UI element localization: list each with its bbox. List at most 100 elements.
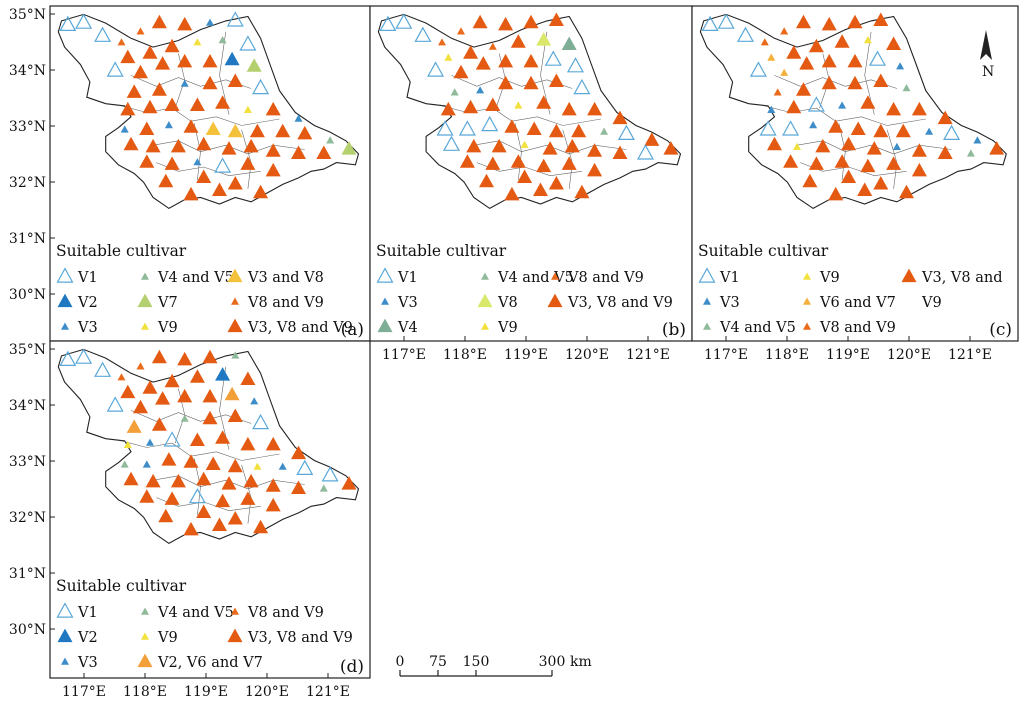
lat-tick-label: 31°N <box>9 566 46 582</box>
lat-tick-label: 32°N <box>9 175 46 191</box>
station-marker <box>438 38 446 46</box>
station-marker <box>902 84 911 92</box>
station-marker <box>240 491 256 505</box>
station-marker <box>808 38 824 53</box>
station-marker <box>463 99 479 114</box>
station-marker <box>164 491 180 505</box>
scale-bar: 0 75 150 300 km <box>396 654 592 677</box>
station-marker <box>796 82 811 96</box>
legend-item: V4 and V5 <box>141 605 234 621</box>
legend-symbol <box>227 318 243 333</box>
legend-symbol <box>377 318 393 333</box>
legend-item: V9 <box>921 295 942 311</box>
station-marker <box>807 96 825 112</box>
station-marker <box>215 493 231 508</box>
station-marker <box>202 388 218 403</box>
station-marker <box>319 484 328 492</box>
station-marker <box>164 156 180 170</box>
station-marker <box>246 58 262 72</box>
station-marker <box>773 88 782 96</box>
station-marker <box>802 173 818 188</box>
county-boundary <box>130 75 252 89</box>
station-marker <box>925 127 934 135</box>
station-marker <box>548 73 564 87</box>
legend-item: V8 and V9 <box>803 320 896 336</box>
legend-item: V3 <box>381 295 418 311</box>
station-marker <box>828 119 844 133</box>
station-marker <box>767 53 776 61</box>
station-marker <box>183 454 199 468</box>
station-marker <box>780 68 789 76</box>
north-arrow-head <box>980 30 992 60</box>
legend-label: V8 and V9 <box>247 605 324 621</box>
station-marker <box>193 158 202 166</box>
station-marker <box>227 73 243 87</box>
legend-label: V2 <box>77 630 98 646</box>
station-marker <box>206 18 214 26</box>
station-marker <box>873 176 889 190</box>
legend-item: V9 <box>803 270 840 286</box>
station-marker <box>544 50 562 66</box>
station-marker <box>600 127 609 135</box>
station-marker <box>278 462 287 470</box>
station-marker <box>139 489 155 503</box>
lon-tick-label: 119°E <box>504 347 548 363</box>
legend-label: V9 <box>819 270 840 286</box>
station-marker <box>341 476 357 490</box>
station-marker <box>316 145 332 159</box>
legend-symbol <box>376 267 394 283</box>
station-marker <box>226 11 244 27</box>
station-marker <box>224 51 240 66</box>
station-marker <box>911 143 927 157</box>
station-marker <box>943 124 961 140</box>
legend-item: V1 <box>376 267 418 286</box>
station-marker <box>395 13 413 29</box>
station-marker <box>536 32 552 46</box>
station-marker <box>379 15 397 31</box>
station-marker <box>523 75 539 90</box>
station-marker <box>436 120 454 136</box>
station-marker <box>205 456 221 470</box>
legend-symbol <box>703 322 711 330</box>
north-arrow-icon: N <box>980 30 994 80</box>
station-marker <box>973 136 982 144</box>
station-marker <box>189 432 205 446</box>
map-panel-d: Suitable cultivar V1 V2 V3 V4 and V5 V9 V2, V6… <box>9 340 371 700</box>
station-marker <box>566 57 585 73</box>
legend-item: V2, V6 and V7 <box>137 653 263 671</box>
station-marker <box>498 75 514 90</box>
station-marker <box>145 473 161 488</box>
county-boundary <box>451 75 573 89</box>
station-marker <box>265 436 281 451</box>
legend-item: V4 <box>377 318 418 336</box>
station-marker <box>123 136 139 151</box>
legend-symbol <box>141 322 149 330</box>
lat-tick-label: 35°N <box>9 7 46 23</box>
station-marker <box>476 86 485 94</box>
station-marker <box>561 36 577 50</box>
station-marker <box>341 141 357 155</box>
station-marker <box>94 26 112 42</box>
station-marker <box>240 156 256 170</box>
station-marker <box>498 16 514 31</box>
station-marker <box>896 62 905 70</box>
station-marker <box>717 13 735 29</box>
station-marker <box>212 182 227 196</box>
legend-symbol <box>803 272 811 280</box>
station-marker <box>189 369 205 383</box>
map-panel-c: N Suitable cultivar V1 V3 V4 and V5 V9 V6 and … <box>691 5 1019 363</box>
scale-tick-label: 150 <box>463 654 490 670</box>
station-marker <box>250 397 259 405</box>
station-marker <box>587 101 603 116</box>
station-marker <box>809 121 818 129</box>
station-marker <box>202 349 218 364</box>
lat-tick-label: 34°N <box>9 398 46 414</box>
station-marker <box>297 125 313 140</box>
station-marker <box>466 138 482 153</box>
station-marker <box>275 123 291 138</box>
station-marker <box>873 123 889 138</box>
station-marker <box>485 97 501 111</box>
map-panel-a: Suitable cultivar V1 V2 V3 V4 and V5 V7 V9 V3 a… <box>9 5 371 342</box>
station-marker <box>533 182 548 196</box>
legend-label: V4 and V5 <box>157 270 234 286</box>
